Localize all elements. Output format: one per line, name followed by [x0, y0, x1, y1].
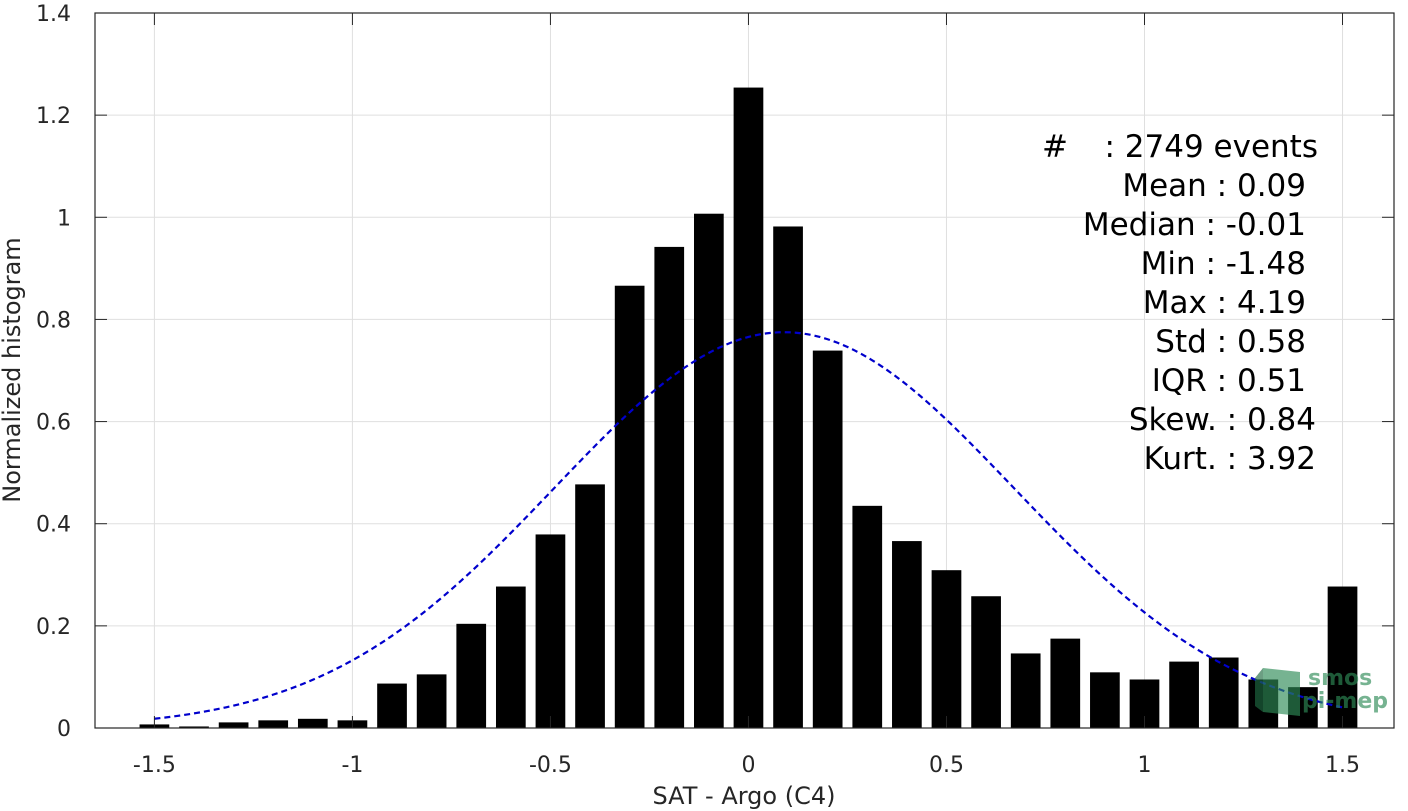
axes-frame	[94, 12, 1395, 729]
y-axis-label: Normalized histogram	[0, 237, 26, 502]
y-tick-label: 0.8	[36, 308, 71, 333]
histogram-bar	[931, 570, 962, 728]
x-axis-label: SAT - Argo (C4)	[653, 782, 836, 810]
stat-median: Median : -0.01	[1083, 207, 1306, 243]
y-tick-label: 1.2	[36, 104, 71, 129]
histogram-bar	[694, 213, 724, 729]
stat-kurt: Kurt. : 3.92	[1144, 441, 1316, 477]
histogram-bar	[218, 722, 249, 728]
histogram-bar	[179, 726, 209, 728]
histogram-bar	[297, 718, 328, 728]
gaussian-fit-curve	[154, 331, 1343, 720]
count-value: : 2749 events	[1105, 129, 1319, 165]
y-tick-label: 1.4	[36, 2, 71, 27]
x-tick-label: 1	[1137, 753, 1151, 778]
histogram-bar	[258, 720, 289, 728]
stat-std: Std : 0.58	[1155, 324, 1306, 360]
histogram-bar	[1010, 653, 1041, 728]
stat-iqr: IQR : 0.51	[1152, 363, 1306, 399]
logo-cube-icon	[1263, 668, 1300, 716]
stat-mean: Mean : 0.09	[1122, 168, 1306, 204]
axes	[94, 12, 1395, 729]
histogram-bar	[377, 683, 407, 728]
y-tick-label: 0.6	[36, 411, 71, 436]
histogram-bar	[1090, 672, 1120, 728]
x-tick-label: -1.5	[133, 753, 176, 778]
y-tick-labels: 0 0.2 0.4 0.6 0.8 1 1.2 1.4	[36, 2, 71, 742]
logo-cube-side	[1255, 668, 1263, 712]
x-tick-label: -1	[341, 753, 363, 778]
stat-min: Min : -1.48	[1141, 246, 1306, 282]
logo-text-pimep: pi-mep	[1302, 689, 1388, 714]
histogram-bar	[1169, 661, 1199, 728]
histogram-bar	[971, 596, 1001, 728]
y-tick-label: 1	[57, 206, 71, 231]
histogram-bar	[495, 586, 526, 728]
x-tick-label: 1.5	[1325, 753, 1360, 778]
histogram-bar	[1327, 586, 1358, 728]
y-tick-label: 0.2	[36, 615, 71, 640]
x-tick-label: 0	[741, 753, 755, 778]
histogram-bar	[1208, 657, 1239, 728]
stat-max: Max : 4.19	[1143, 285, 1306, 321]
histogram-bar	[416, 674, 447, 728]
stat-skew: Skew. : 0.84	[1129, 402, 1316, 438]
x-tick-label: -0.5	[529, 753, 572, 778]
bars	[139, 87, 1358, 729]
histogram-bar	[535, 534, 566, 728]
histogram-bar	[575, 484, 605, 728]
histogram-bar	[456, 623, 487, 728]
histogram-bar	[812, 350, 843, 728]
histogram-bar	[773, 226, 803, 728]
y-tick-label: 0.4	[36, 513, 71, 538]
histogram-bar	[654, 246, 685, 728]
histogram-bar	[733, 87, 764, 729]
smos-pimep-logo: smos pi-mep	[1255, 666, 1388, 716]
statistics-box: # : 2749 events Mean : 0.09 Median : -0.…	[1042, 129, 1318, 477]
histogram-bar	[614, 285, 645, 728]
logo-text-smos: smos	[1308, 666, 1372, 691]
histogram-bar	[852, 505, 883, 728]
histogram-bar	[1050, 638, 1081, 728]
count-symbol: #	[1042, 129, 1068, 165]
x-tick-label: 0.5	[929, 753, 964, 778]
x-tick-labels: -1.5 -1 -0.5 0 0.5 1 1.5	[133, 753, 1360, 778]
y-tick-label: 0	[57, 717, 71, 742]
histogram-bar	[892, 541, 922, 728]
